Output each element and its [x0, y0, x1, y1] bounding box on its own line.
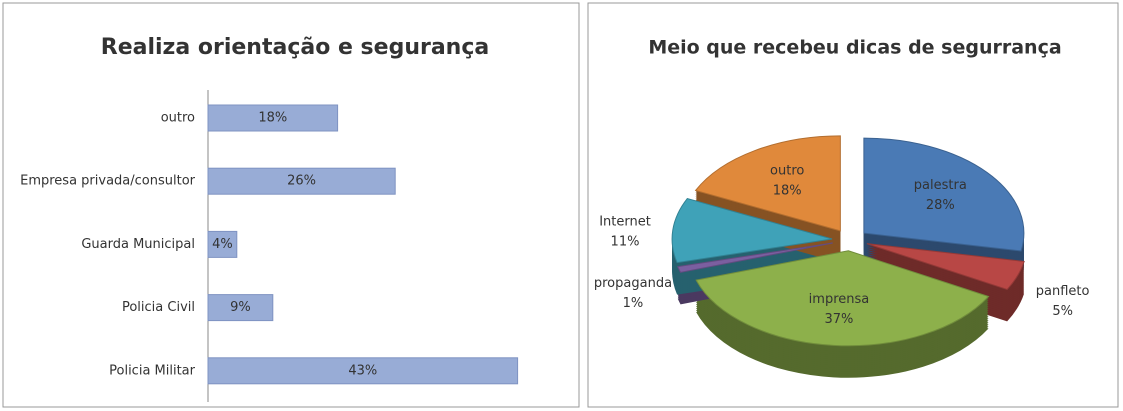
- slice: [694, 135, 841, 232]
- slice: [677, 242, 833, 273]
- chart-title: Meio que recebeu dicas de segurrança: [648, 37, 1061, 59]
- y-tick-label: outro: [161, 111, 195, 126]
- bar: [207, 167, 396, 195]
- bar: [207, 357, 519, 385]
- chart-title: Realiza orientação e segurança: [101, 35, 489, 60]
- y-tick-label: Policia Militar: [109, 363, 196, 378]
- slice: [863, 137, 1025, 252]
- slice-value: 18%: [773, 184, 802, 199]
- data-label: 18%: [258, 111, 287, 126]
- slice-value: 28%: [926, 198, 955, 213]
- y-tick-label: Policia Civil: [122, 300, 195, 315]
- bar: [207, 294, 274, 322]
- slice-value: 1%: [623, 296, 644, 311]
- y-tick-label: Empresa privada/consultor: [20, 174, 196, 189]
- data-label: 4%: [212, 237, 233, 252]
- slice-label: palestra: [914, 178, 967, 193]
- y-tick-label: Guarda Municipal: [81, 237, 195, 252]
- slice: [866, 243, 1025, 290]
- bar: [207, 230, 238, 258]
- slice-label: Internet: [599, 215, 651, 230]
- slice-value: 11%: [611, 235, 640, 250]
- slice-label: imprensa: [809, 292, 870, 307]
- data-label: 43%: [348, 363, 377, 378]
- bar: [207, 104, 339, 132]
- data-label: 9%: [230, 300, 251, 315]
- slice-label: propaganda: [594, 276, 672, 291]
- data-label: 26%: [287, 174, 316, 189]
- slice: [671, 197, 833, 264]
- slice-value: 37%: [825, 312, 854, 327]
- slice-label: panfleto: [1036, 284, 1090, 299]
- slice: [695, 250, 990, 347]
- panel-left: [2, 2, 580, 408]
- slice-label: outro: [770, 164, 804, 179]
- slice-value: 5%: [1052, 304, 1073, 319]
